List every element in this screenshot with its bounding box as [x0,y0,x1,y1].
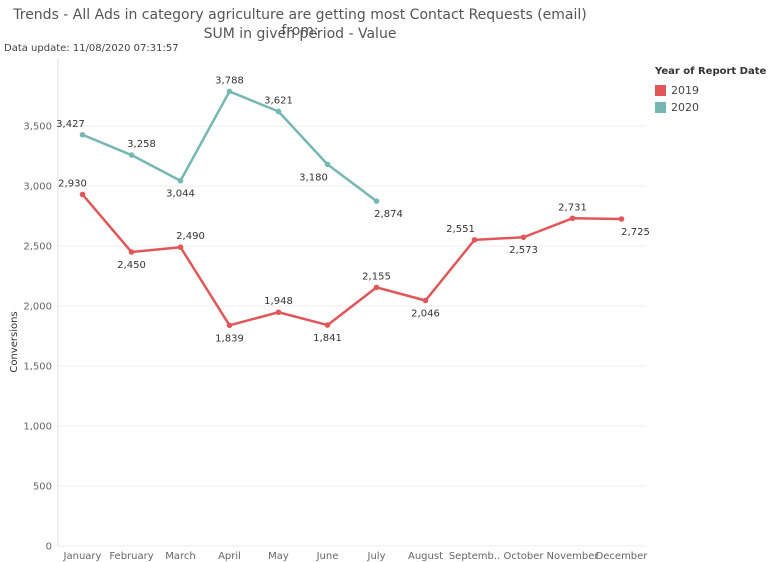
data-label-2019: 1,948 [264,296,293,307]
data-point-2020 [373,198,380,204]
x-tick-label: Septemb.. [449,551,500,562]
x-tick-label: April [218,551,241,562]
data-point-2019 [275,309,282,316]
data-point-2019 [177,244,184,250]
legend-label-2019: 2019 [671,84,699,97]
data-label-2019: 2,725 [621,227,650,238]
data-point-2019 [422,297,429,304]
chart-title-line1: Trends - All Ads in category agriculture… [13,7,587,39]
data-point-2019 [618,216,625,222]
data-label-2020: 3,788 [215,75,244,86]
y-tick-label: 2,500 [23,242,52,253]
data-label-2020: 3,427 [56,119,85,130]
data-point-2020 [79,131,86,138]
legend-label-2020: 2020 [671,101,699,114]
x-tick-label: June [316,551,339,562]
data-point-2019 [520,234,527,241]
data-point-2020 [275,108,282,115]
data-label-2019: 1,841 [313,333,342,344]
data-label-2019: 1,839 [215,333,244,344]
y-tick-label: 1,500 [23,362,52,373]
y-tick-label: 3,500 [23,122,52,133]
chart-title-line2: SUM in given period - Value [203,26,397,42]
data-label-2019: 2,930 [58,178,87,189]
data-label-2019: 2,731 [558,202,587,213]
data-point-2019 [471,237,478,243]
data-label-2020: 3,258 [127,139,156,150]
data-label-2019: 2,573 [509,245,538,256]
data-label-2019: 2,450 [117,260,146,271]
data-point-2019 [569,215,576,222]
x-tick-label: October [503,551,544,562]
x-tick-label: May [268,551,289,562]
legend-title: Year of Report Date [655,66,767,77]
data-point-2019 [226,322,233,329]
data-point-2020 [177,177,184,184]
x-tick-label: July [367,551,386,562]
x-tick-label: March [165,551,195,562]
data-point-2020 [226,88,233,95]
data-label-2020: 2,874 [374,209,403,220]
y-axis-title: Conversions [9,311,20,372]
data-label-2019: 2,046 [411,308,440,319]
data-update-timestamp: Data update: 11/08/2020 07:31:57 [4,43,179,54]
data-label-2019: 2,490 [176,231,205,242]
series-line-2019 [81,193,622,327]
data-label-2019: 2,551 [446,224,475,235]
y-tick-label: 0 [46,542,52,553]
legend-swatch-2019 [655,85,666,96]
data-point-2019 [128,249,135,255]
x-tick-label: December [596,551,649,562]
data-point-2019 [373,284,380,291]
x-tick-label: January [63,551,102,562]
x-tick-label: February [109,551,153,562]
data-point-2020 [128,152,135,158]
legend: Year of Report Date 2019 2020 [655,66,766,116]
y-tick-label: 3,000 [23,182,52,193]
data-point-2020 [324,161,331,168]
y-tick-label: 2,000 [23,302,52,313]
data-label-2020: 3,621 [264,95,293,106]
legend-item-2020[interactable]: 2020 [655,99,766,116]
data-label-2020: 3,180 [299,172,328,183]
data-point-2019 [324,322,331,328]
legend-item-2019[interactable]: 2019 [655,82,766,99]
x-tick-label: November [546,551,599,562]
legend-swatch-2020 [655,102,666,113]
x-tick-label: August [408,551,443,562]
y-tick-label: 500 [33,482,52,493]
y-tick-label: 1,000 [23,422,52,433]
data-label-2020: 3,044 [166,189,195,200]
data-label-2019: 2,155 [362,271,391,282]
data-point-2019 [79,191,86,198]
